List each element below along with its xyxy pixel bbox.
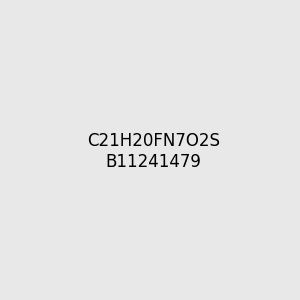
Text: C21H20FN7O2S
B11241479: C21H20FN7O2S B11241479 bbox=[87, 132, 220, 171]
